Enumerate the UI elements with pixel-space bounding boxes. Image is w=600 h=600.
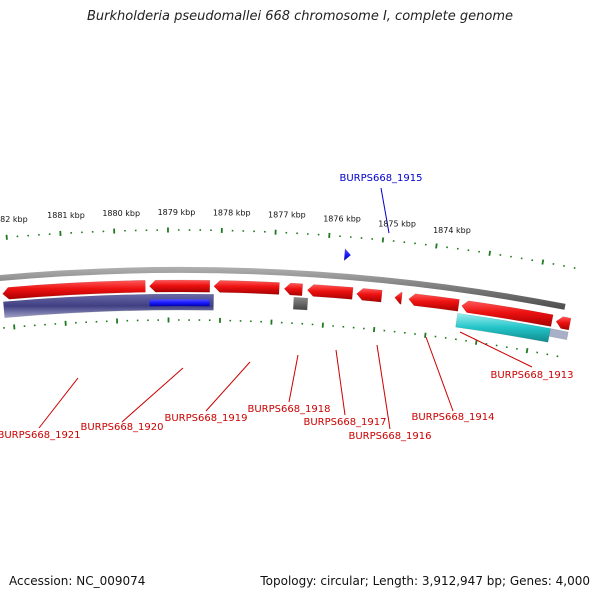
callout-line <box>38 377 79 429</box>
tick-label: 1877 kbp <box>268 211 306 220</box>
tick-label: 1875 kbp <box>378 219 416 228</box>
callout-line <box>121 367 184 423</box>
gene-BURPS668_1917[interactable] <box>307 284 354 300</box>
accession-label: Accession: NC_009074 <box>9 574 146 588</box>
major-tick <box>435 243 438 249</box>
gene-red-1[interactable] <box>408 293 460 312</box>
gene-label-BURPS668_1917[interactable]: BURPS668_1917 <box>303 417 386 428</box>
callout-line <box>335 349 346 416</box>
callout-line <box>205 361 251 412</box>
gene-BURPS668_1920[interactable] <box>149 279 211 293</box>
major-tick <box>424 332 427 338</box>
gene-BURPS668_1916[interactable] <box>356 288 383 303</box>
topology-label: Topology: circular; Length: 3,912,947 bp… <box>260 574 590 588</box>
callout-line <box>376 344 391 430</box>
callout-line <box>459 331 533 368</box>
gene-BURPS668_1914[interactable] <box>394 291 403 305</box>
tick-labels: 1882 kbp 1881 kbp 1880 kbp 1879 kbp 1878 kbp… <box>0 208 471 235</box>
gene-BURPS668_1915[interactable] <box>343 248 352 262</box>
callout-line <box>380 187 390 234</box>
tick-label: 1878 kbp <box>213 209 251 218</box>
tick-label: 1879 kbp <box>158 208 196 217</box>
major-tick <box>541 259 545 265</box>
major-tick <box>475 339 478 345</box>
tick-label: 1882 kbp <box>0 215 28 224</box>
gene-BURPS668_1921[interactable] <box>2 280 146 300</box>
gene-BURPS668_1913[interactable] <box>461 300 554 327</box>
tick-track <box>3 227 576 358</box>
gene-red-2[interactable] <box>555 316 572 331</box>
gene-label-BURPS668_1920[interactable]: BURPS668_1920 <box>80 422 163 433</box>
tick-label: 1881 kbp <box>47 211 85 220</box>
callout-line <box>425 336 454 412</box>
major-tick <box>488 250 492 256</box>
gene-BURPS668_1919[interactable] <box>213 280 280 295</box>
gene-label-BURPS668_1916[interactable]: BURPS668_1916 <box>348 431 431 442</box>
tick-label: 1876 kbp <box>323 214 361 223</box>
feature-blue-track <box>149 298 210 307</box>
genome-backbone <box>0 267 566 310</box>
tick-label: 1874 kbp <box>433 226 471 235</box>
callout-line <box>288 354 299 403</box>
feature-light-block <box>548 328 569 341</box>
gene-BURPS668_1918[interactable] <box>283 282 303 296</box>
gene-label-BURPS668_1913[interactable]: BURPS668_1913 <box>490 370 573 381</box>
gene-label-BURPS668_1921[interactable]: BURPS668_1921 <box>0 430 81 441</box>
gene-label-BURPS668_1915[interactable]: BURPS668_1915 <box>339 173 422 184</box>
feature-gray-block <box>292 296 309 311</box>
tick-label: 1880 kbp <box>102 209 140 218</box>
feature-cyan-block <box>455 313 551 343</box>
gene-label-BURPS668_1919[interactable]: BURPS668_1919 <box>164 413 247 424</box>
major-tick <box>525 348 529 354</box>
gene-label-BURPS668_1918[interactable]: BURPS668_1918 <box>247 404 330 415</box>
map-title: Burkholderia pseudomallei 668 chromosome… <box>86 9 514 24</box>
gene-label-BURPS668_1914[interactable]: BURPS668_1914 <box>411 412 494 423</box>
